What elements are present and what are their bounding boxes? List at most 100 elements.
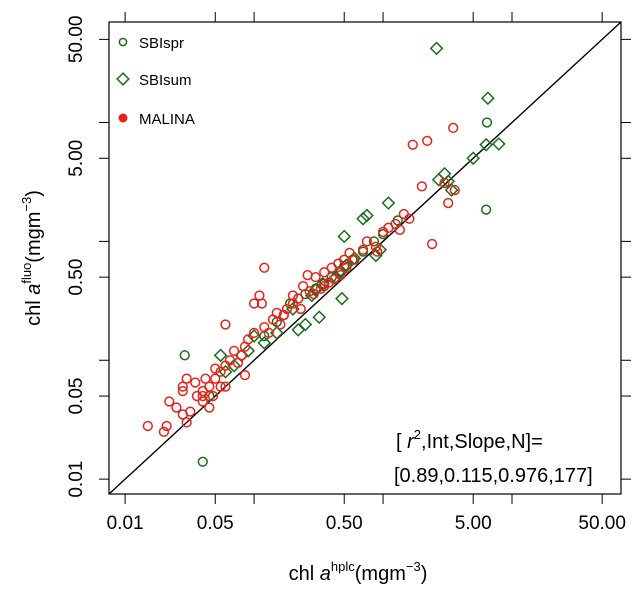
one-to-one-line <box>108 21 622 495</box>
legend-marker-sbispr <box>118 37 128 47</box>
stats-r: r <box>407 431 415 453</box>
legend-marker-sbisum <box>116 72 130 86</box>
x-axis-title-unit-post: ) <box>421 563 428 585</box>
x-tick-label: 0.01 <box>107 513 144 534</box>
stats-annotation-line1: [ r2,Int,Slope,N]= <box>396 427 543 453</box>
point-malina <box>161 420 172 432</box>
point-sbispr <box>480 204 492 215</box>
y-tick-label: 0.50 <box>66 259 87 296</box>
point-malina <box>177 385 188 397</box>
point-malina <box>315 283 327 294</box>
x-tick-label: 50.00 <box>578 513 626 534</box>
point-sbisum <box>312 310 327 325</box>
point-malina <box>239 369 251 381</box>
y-axis-title-sup: fluo <box>19 263 34 284</box>
point-sbisum <box>218 364 233 379</box>
point-malina <box>191 390 203 402</box>
point-malina <box>177 381 188 392</box>
point-malina <box>259 262 270 273</box>
point-malina <box>215 366 226 377</box>
data-points <box>142 41 506 467</box>
y-axis-title-unit-post: ) <box>23 190 45 197</box>
point-malina <box>371 246 383 257</box>
point-sbisum <box>356 211 370 226</box>
point-malina <box>210 373 221 384</box>
point-malina <box>422 135 433 147</box>
point-malina <box>287 290 299 301</box>
point-malina <box>171 402 182 413</box>
point-malina <box>377 226 389 238</box>
x-axis-title-unit-sup: −3 <box>406 559 421 574</box>
point-malina <box>239 341 251 352</box>
x-axis: 0.01 0.05 0.50 5.00 50.00 <box>107 12 626 534</box>
point-malina <box>302 269 313 281</box>
point-malina <box>263 327 274 339</box>
y-axis-title-unit-sup: −3 <box>19 197 34 212</box>
point-sbisum <box>291 323 306 337</box>
point-malina <box>319 281 330 292</box>
point-sbisum <box>481 91 495 106</box>
point-malina <box>210 363 221 374</box>
point-malina <box>341 262 352 273</box>
point-malina <box>308 288 319 300</box>
point-malina <box>329 274 340 285</box>
point-sbisum <box>360 208 374 223</box>
point-sbisum <box>298 317 313 332</box>
point-malina <box>443 197 454 209</box>
x-tick-label: 0.50 <box>326 513 363 534</box>
point-malina <box>344 247 355 259</box>
point-sbispr <box>179 350 190 361</box>
point-sbisum <box>213 348 228 363</box>
point-malina <box>181 417 192 428</box>
y-axis-title: chl afluo(mgm−3) <box>19 190 45 326</box>
point-sbisum <box>479 137 493 152</box>
point-sbisum <box>337 229 352 244</box>
x-axis-title-sup: hplc <box>331 559 355 574</box>
plot-frame <box>108 21 622 495</box>
y-tick-label: 5.00 <box>66 140 87 177</box>
point-malina <box>349 254 360 265</box>
point-sbisum <box>369 248 383 263</box>
y-tick-label: 0.01 <box>66 461 87 498</box>
point-malina <box>287 298 299 309</box>
x-axis-title: chl ahplc(mgm−3) <box>289 559 428 585</box>
point-malina <box>295 303 306 315</box>
point-malina <box>228 345 240 356</box>
point-malina <box>297 281 309 292</box>
point-malina <box>220 381 231 392</box>
point-malina <box>319 267 330 278</box>
point-malina <box>398 208 410 220</box>
point-sbispr <box>368 236 380 247</box>
point-malina <box>158 426 170 437</box>
point-malina <box>181 373 192 384</box>
point-sbisum <box>444 183 459 197</box>
point-malina <box>449 184 460 196</box>
point-malina <box>190 377 201 388</box>
stats-fields: ,Int,Slope,N]= <box>421 431 543 453</box>
point-malina <box>278 309 289 321</box>
legend-label-malina: MALINA <box>139 111 195 128</box>
point-malina <box>275 319 286 330</box>
point-malina <box>220 319 231 330</box>
legend-label-sbisum: SBIsum <box>139 72 192 89</box>
point-malina <box>281 303 293 315</box>
point-malina <box>407 139 418 150</box>
point-malina <box>142 420 153 432</box>
x-axis-title-unit-pre: (mgm <box>355 563 406 585</box>
right-ticks <box>621 38 631 480</box>
point-malina <box>370 241 382 252</box>
stats-bracket: [ <box>396 431 407 453</box>
y-axis-title-unit-pre: (mgm <box>23 212 45 263</box>
stats-r-sup: 2 <box>414 427 421 442</box>
point-malina <box>197 390 208 402</box>
point-malina <box>404 213 415 224</box>
point-sbisum <box>381 196 396 210</box>
point-malina <box>220 360 231 371</box>
point-malina <box>361 236 373 247</box>
y-tick-label: 50.00 <box>66 16 87 64</box>
point-sbispr <box>197 456 208 467</box>
point-sbisum <box>429 41 444 56</box>
point-malina <box>256 298 268 309</box>
x-axis-title-main: chl <box>289 563 320 585</box>
point-sbisum <box>466 151 481 166</box>
